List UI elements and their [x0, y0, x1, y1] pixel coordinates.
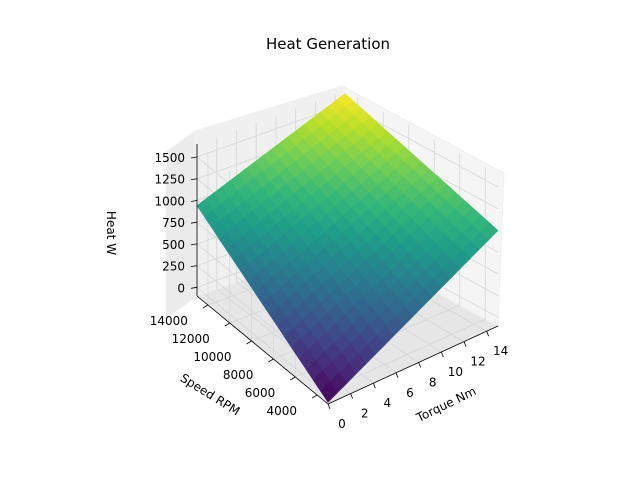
- y-tick-label-1: 6000: [245, 386, 276, 400]
- x-tick-label-6: 12: [470, 355, 485, 369]
- y-tick-mark-4: [224, 322, 230, 327]
- z-tick-mark-0: [190, 286, 198, 289]
- chart-title: Heat Generation: [266, 35, 390, 53]
- y-tick-label-5: 14000: [150, 314, 188, 328]
- z-tick-label-3: 750: [162, 216, 185, 230]
- z-tick-label-0: 0: [177, 281, 185, 295]
- y-tick-mark-5: [202, 304, 209, 309]
- y-tick-label-0: 4000: [267, 404, 298, 418]
- x-tick-label-4: 8: [429, 375, 437, 389]
- x-tick-label-5: 10: [448, 365, 463, 379]
- surface-cell-0-0: [320, 381, 338, 403]
- y-tick-mark-2: [268, 358, 274, 363]
- y-axis-line: [196, 295, 329, 405]
- y-tick-label-2: 8000: [223, 368, 254, 382]
- x-tick-label-0: 0: [338, 417, 346, 431]
- y-tick-label-4: 12000: [172, 332, 210, 346]
- x-tick-mark-2: [372, 383, 376, 389]
- z-tick-mark-6: [190, 156, 198, 159]
- x-tick-mark-0: [327, 403, 331, 410]
- surface: [196, 93, 499, 403]
- x-tick-label-1: 2: [361, 407, 369, 421]
- x-axis-line: [327, 325, 499, 405]
- z-tick-label-2: 500: [162, 238, 185, 252]
- x-tick-label-7: 14: [493, 344, 508, 358]
- z-tick-label-4: 1000: [154, 194, 185, 208]
- y-tick-mark-1: [290, 376, 296, 381]
- y-tick-label-3: 10000: [193, 350, 231, 364]
- x-tick-mark-5: [440, 351, 444, 358]
- x-axis-label: Torque Nm: [413, 384, 478, 425]
- x-tick-mark-4: [418, 362, 422, 368]
- y-tick-mark-0: [311, 394, 318, 399]
- z-tick-mark-2: [190, 243, 198, 246]
- y-tick-mark-3: [246, 340, 252, 345]
- axes: [190, 144, 499, 410]
- x-tick-mark-1: [350, 393, 354, 399]
- x-tick-mark-7: [486, 331, 490, 337]
- z-tick-label-6: 1500: [154, 151, 185, 165]
- z-tick-mark-3: [190, 221, 198, 224]
- z-tick-mark-5: [190, 178, 198, 181]
- z-tick-label-5: 1250: [154, 173, 185, 187]
- z-tick-mark-1: [190, 265, 198, 267]
- z-axis-label: Heat W: [104, 211, 118, 255]
- x-tick-label-2: 4: [384, 396, 392, 410]
- x-tick-mark-6: [463, 341, 467, 347]
- z-tick-label-1: 250: [162, 260, 185, 274]
- x-tick-label-3: 6: [406, 386, 414, 400]
- z-tick-mark-4: [190, 200, 198, 202]
- x-tick-mark-3: [395, 372, 399, 378]
- tick-labels: 0 2 46 8 10 12 14 4000 6000 8000 10000 12000 14000 0 2…: [150, 151, 509, 431]
